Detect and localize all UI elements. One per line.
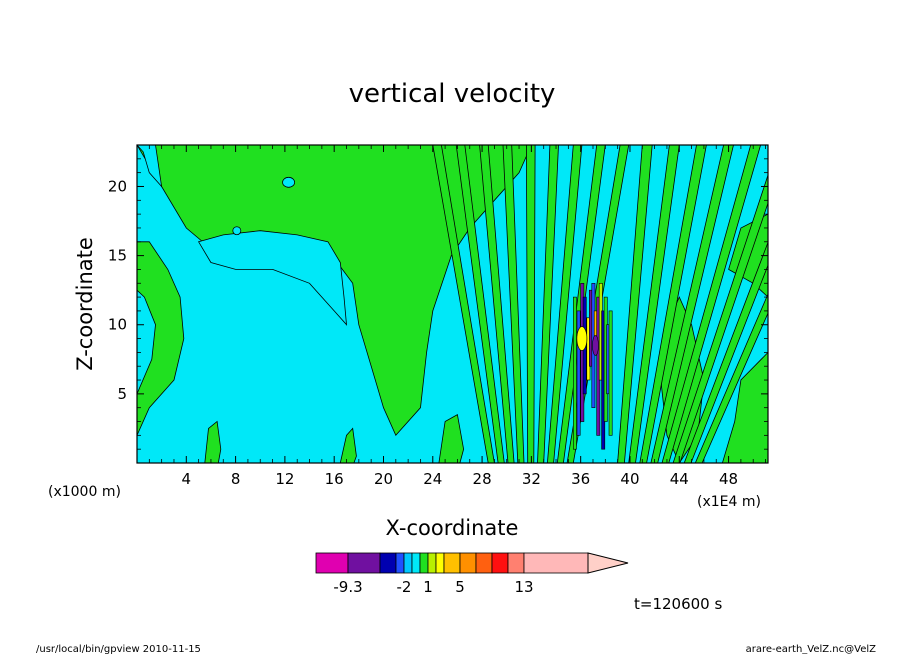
green-band	[694, 292, 768, 463]
colorbar-bin	[427, 552, 437, 574]
green-band	[537, 145, 559, 463]
x-tick-label: 8	[231, 470, 241, 488]
x-tick-label: 28	[473, 470, 492, 488]
y-axis: 5 10 15 20	[108, 158, 768, 450]
colorbar-bin	[523, 552, 589, 574]
green-band	[672, 173, 768, 463]
green-band	[479, 145, 515, 463]
field-region	[137, 289, 156, 395]
y-tick-label: 15	[108, 247, 127, 265]
colorbar-label: -9.3	[333, 578, 362, 596]
green-band	[617, 145, 653, 463]
field-region	[137, 241, 185, 436]
colorbar-label: 5	[455, 578, 465, 596]
y-tick-label: 20	[108, 177, 127, 195]
x-unit-label: (x1E4 m)	[697, 494, 761, 510]
x-axis-label: X-coordinate	[386, 516, 519, 540]
y-axis-label: Z-coordinate	[73, 237, 97, 371]
green-band	[683, 241, 768, 463]
colorbar-bin	[403, 552, 413, 574]
field-region	[721, 351, 768, 463]
green-band	[628, 145, 680, 463]
plot-frame	[136, 144, 769, 464]
colorbar-bin	[459, 552, 477, 574]
x-tick-label: 12	[275, 470, 294, 488]
colorbar-bin	[435, 552, 445, 574]
green-band	[502, 145, 525, 463]
field-region	[197, 230, 348, 326]
colorbar-bin	[475, 552, 493, 574]
green-band	[525, 145, 536, 463]
chart-title: vertical velocity	[349, 79, 556, 109]
colorbar: -9.3 -2 1 5 13	[315, 552, 629, 596]
field-region	[438, 413, 465, 463]
footer-left: /usr/local/bin/gpview 2010-11-15	[36, 644, 201, 654]
green-band	[432, 145, 495, 463]
core-strip	[608, 310, 613, 436]
colorbar-label: 1	[423, 578, 433, 596]
colorbar-bin	[491, 552, 509, 574]
green-band	[639, 145, 707, 463]
green-bands	[432, 145, 768, 463]
time-label: t=120600 s	[634, 595, 722, 613]
core-blob	[576, 326, 588, 351]
colorbar-bin	[315, 552, 349, 574]
x-tick-label: 36	[571, 470, 590, 488]
x-tick-label: 16	[325, 470, 344, 488]
footer-right: arare-earth_VelZ.nc@VelZ	[746, 644, 877, 654]
colorbar-bin	[443, 552, 461, 574]
y-tick-label: 10	[108, 316, 127, 334]
x-tick-label: 24	[423, 470, 442, 488]
plot-area	[137, 145, 768, 463]
x-tick-label: 40	[620, 470, 639, 488]
convective-core	[572, 282, 613, 450]
x-tick-label: 48	[719, 470, 738, 488]
green-band	[546, 145, 583, 463]
field-region	[204, 420, 222, 463]
x-axis: 4 8 12 16 20 24 28 32 36 40 44 48	[148, 145, 766, 488]
core-blob	[592, 335, 599, 356]
core-strip	[576, 310, 581, 436]
colorbar-bin	[507, 552, 525, 574]
field-region	[282, 176, 295, 188]
colorbar-label: -2	[397, 578, 412, 596]
x-tick-label: 20	[374, 470, 393, 488]
colorbar-bin	[419, 552, 429, 574]
x-tick-label: 32	[522, 470, 541, 488]
green-band	[661, 145, 762, 463]
y-unit-label: (x1000 m)	[48, 484, 121, 500]
colorbar-label: 13	[514, 578, 533, 596]
core-strip	[572, 296, 577, 450]
x-tick-label: 44	[670, 470, 689, 488]
field-region	[339, 427, 357, 463]
colorbar-bin	[395, 552, 405, 574]
field-region	[232, 226, 242, 236]
green-band	[455, 145, 505, 463]
y-tick-label: 5	[117, 385, 127, 403]
colorbar-arrow	[587, 552, 629, 574]
green-band	[650, 145, 734, 463]
colorbar-bin	[379, 552, 397, 574]
colorbar-bin	[411, 552, 421, 574]
field-region	[137, 145, 163, 188]
x-tick-label: 4	[182, 470, 192, 488]
colorbar-bin	[347, 552, 381, 574]
